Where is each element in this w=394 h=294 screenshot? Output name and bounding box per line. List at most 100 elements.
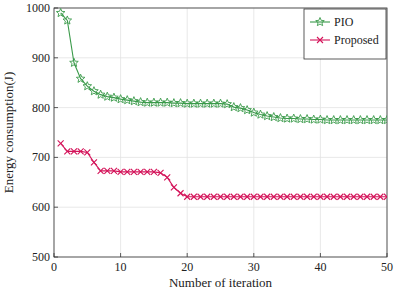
marker xyxy=(324,194,330,200)
marker xyxy=(251,194,257,200)
marker xyxy=(76,74,85,82)
plot-area xyxy=(56,8,387,199)
grid-line xyxy=(54,107,387,108)
legend-marker xyxy=(316,18,325,26)
marker xyxy=(364,194,370,200)
marker xyxy=(256,110,265,118)
marker xyxy=(264,194,270,200)
series-0 xyxy=(56,8,387,123)
marker xyxy=(184,194,190,200)
marker xyxy=(291,194,297,200)
grid-line xyxy=(187,8,188,257)
x-axis-label: Number of iteration xyxy=(169,275,273,290)
x-tick xyxy=(54,253,55,257)
marker xyxy=(344,194,350,200)
grid-line xyxy=(54,207,387,208)
marker xyxy=(118,169,124,175)
marker xyxy=(304,194,310,200)
x-tick-label: 50 xyxy=(381,260,393,274)
marker xyxy=(151,169,157,175)
marker xyxy=(56,8,65,16)
marker xyxy=(178,190,184,196)
legend-box xyxy=(304,9,386,59)
x-tick-label: 20 xyxy=(181,260,193,274)
y-tick xyxy=(54,57,58,58)
y-tick-label: 700 xyxy=(32,150,50,164)
marker xyxy=(204,194,210,200)
legend-label: PIO xyxy=(334,15,354,29)
y-tick-label: 600 xyxy=(32,200,50,214)
marker xyxy=(371,194,377,200)
marker xyxy=(98,168,104,174)
y-tick xyxy=(54,157,58,158)
x-tick xyxy=(120,253,121,257)
legend-marker xyxy=(317,37,323,43)
x-tick xyxy=(320,253,321,257)
marker xyxy=(78,148,84,154)
marker xyxy=(144,169,150,175)
y-axis-label: Energy consumption(J) xyxy=(1,72,16,193)
marker xyxy=(357,194,363,200)
marker xyxy=(171,184,177,190)
grid-line xyxy=(120,8,121,257)
y-tick xyxy=(54,207,58,208)
x-tick xyxy=(187,253,188,257)
marker xyxy=(64,148,70,154)
marker xyxy=(244,194,250,200)
grid-line xyxy=(253,8,254,257)
marker xyxy=(124,169,130,175)
marker xyxy=(243,106,252,114)
x-tick-label: 40 xyxy=(314,260,326,274)
marker xyxy=(71,148,77,154)
grid-line xyxy=(54,157,387,158)
background xyxy=(0,0,394,294)
marker xyxy=(297,194,303,200)
marker xyxy=(237,194,243,200)
legend: PIO Proposed xyxy=(304,9,386,59)
marker xyxy=(236,104,245,112)
plot-frame xyxy=(54,8,387,257)
marker xyxy=(191,194,197,200)
marker xyxy=(317,194,323,200)
y-tick xyxy=(54,107,58,108)
marker xyxy=(198,194,204,200)
x-tick xyxy=(387,253,388,257)
marker xyxy=(138,169,144,175)
marker xyxy=(224,194,230,200)
marker xyxy=(231,194,237,200)
series-line xyxy=(61,143,387,196)
marker xyxy=(96,90,105,98)
marker xyxy=(63,16,72,24)
marker xyxy=(211,194,217,200)
marker xyxy=(384,194,387,200)
marker xyxy=(158,170,164,176)
marker xyxy=(377,194,383,200)
marker xyxy=(337,194,343,200)
y-tick-label: 900 xyxy=(32,51,50,65)
marker xyxy=(110,93,119,101)
marker xyxy=(70,58,79,66)
marker xyxy=(311,194,317,200)
x-tick xyxy=(253,253,254,257)
marker xyxy=(218,194,224,200)
marker xyxy=(271,194,277,200)
marker xyxy=(104,168,110,174)
y-tick xyxy=(54,257,58,258)
marker xyxy=(277,194,283,200)
x-tick-label: 0 xyxy=(51,260,57,274)
y-tick xyxy=(54,8,58,9)
marker xyxy=(257,194,263,200)
x-tick-label: 30 xyxy=(248,260,260,274)
marker xyxy=(284,194,290,200)
legend-label: Proposed xyxy=(334,33,379,47)
marker xyxy=(83,82,92,90)
y-tick-label: 500 xyxy=(32,250,50,264)
series-1 xyxy=(58,140,387,199)
chart: 010203040505006007008009001000Number of … xyxy=(0,0,394,294)
marker xyxy=(164,174,170,180)
marker xyxy=(331,194,337,200)
marker xyxy=(383,116,387,124)
marker xyxy=(351,194,357,200)
marker xyxy=(58,140,64,146)
y-tick-label: 1000 xyxy=(26,1,50,15)
